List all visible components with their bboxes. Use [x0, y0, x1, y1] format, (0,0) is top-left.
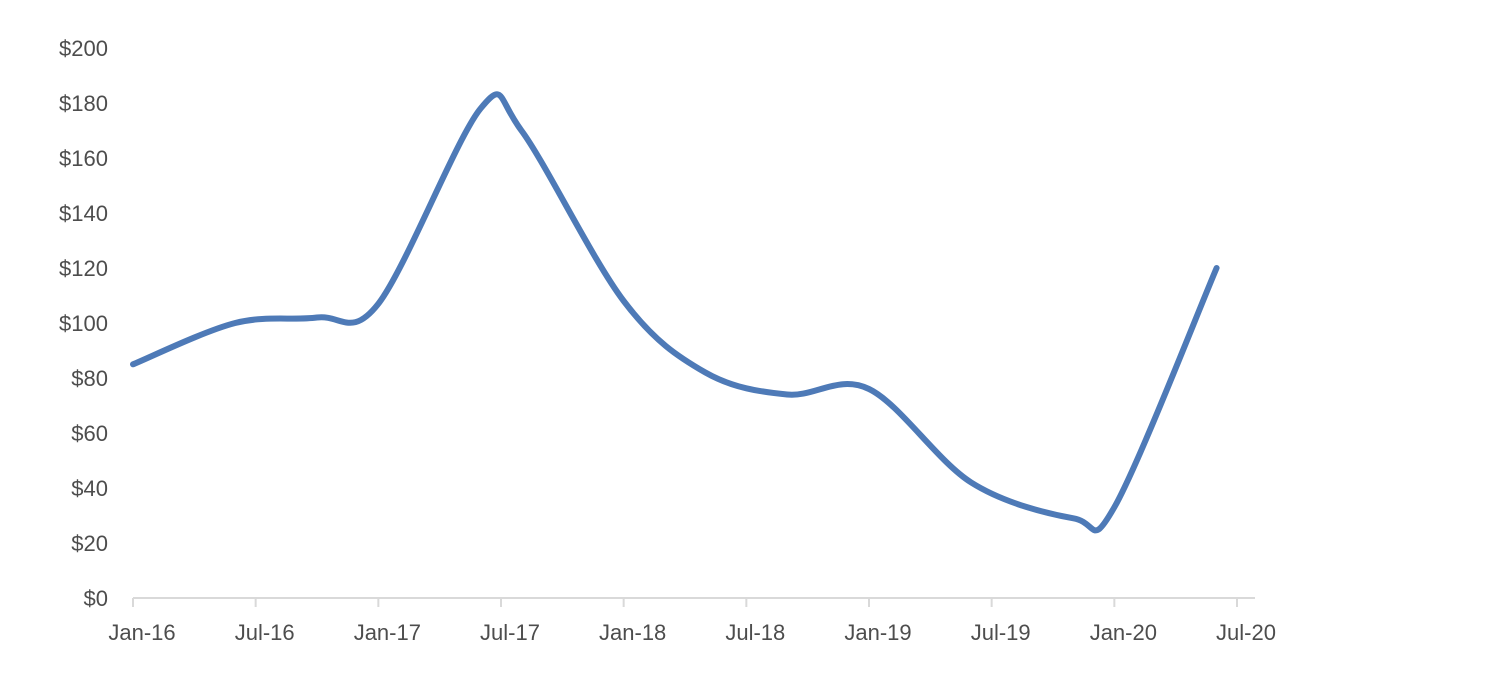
- x-tick-label: Jul-20: [1216, 620, 1276, 645]
- x-axis-tick-labels: Jan-16 Jul-16 Jan-17 Jul-17 Jan-18 Jul-18 Jan-…: [108, 620, 1276, 645]
- x-tick-label: Jan-20: [1090, 620, 1157, 645]
- y-axis-tick-labels: $0 $20 $40 $60 $80 $100 $120 $140 $160 $180 $200: [59, 36, 108, 611]
- y-tick-label: $140: [59, 201, 108, 226]
- y-tick-label: $200: [59, 36, 108, 61]
- y-tick-label: $180: [59, 91, 108, 116]
- x-tick-label: Jan-17: [354, 620, 421, 645]
- y-tick-label: $40: [71, 476, 108, 501]
- y-tick-label: $100: [59, 311, 108, 336]
- x-tick-label: Jan-16: [108, 620, 175, 645]
- y-tick-label: $160: [59, 146, 108, 171]
- x-tick-label: Jul-16: [235, 620, 295, 645]
- y-tick-label: $120: [59, 256, 108, 281]
- x-tick-label: Jul-19: [971, 620, 1031, 645]
- series-layer: [130, 91, 1220, 534]
- x-axis: [132, 597, 1255, 607]
- x-tick-label: Jan-19: [844, 620, 911, 645]
- y-tick-label: $20: [71, 531, 108, 556]
- y-tick-label: $0: [84, 586, 108, 611]
- y-tick-label: $60: [71, 421, 108, 446]
- x-tick-label: Jul-17: [480, 620, 540, 645]
- y-tick-label: $80: [71, 366, 108, 391]
- x-tick-label: Jan-18: [599, 620, 666, 645]
- x-tick-label: Jul-18: [725, 620, 785, 645]
- series-line: [130, 91, 1220, 534]
